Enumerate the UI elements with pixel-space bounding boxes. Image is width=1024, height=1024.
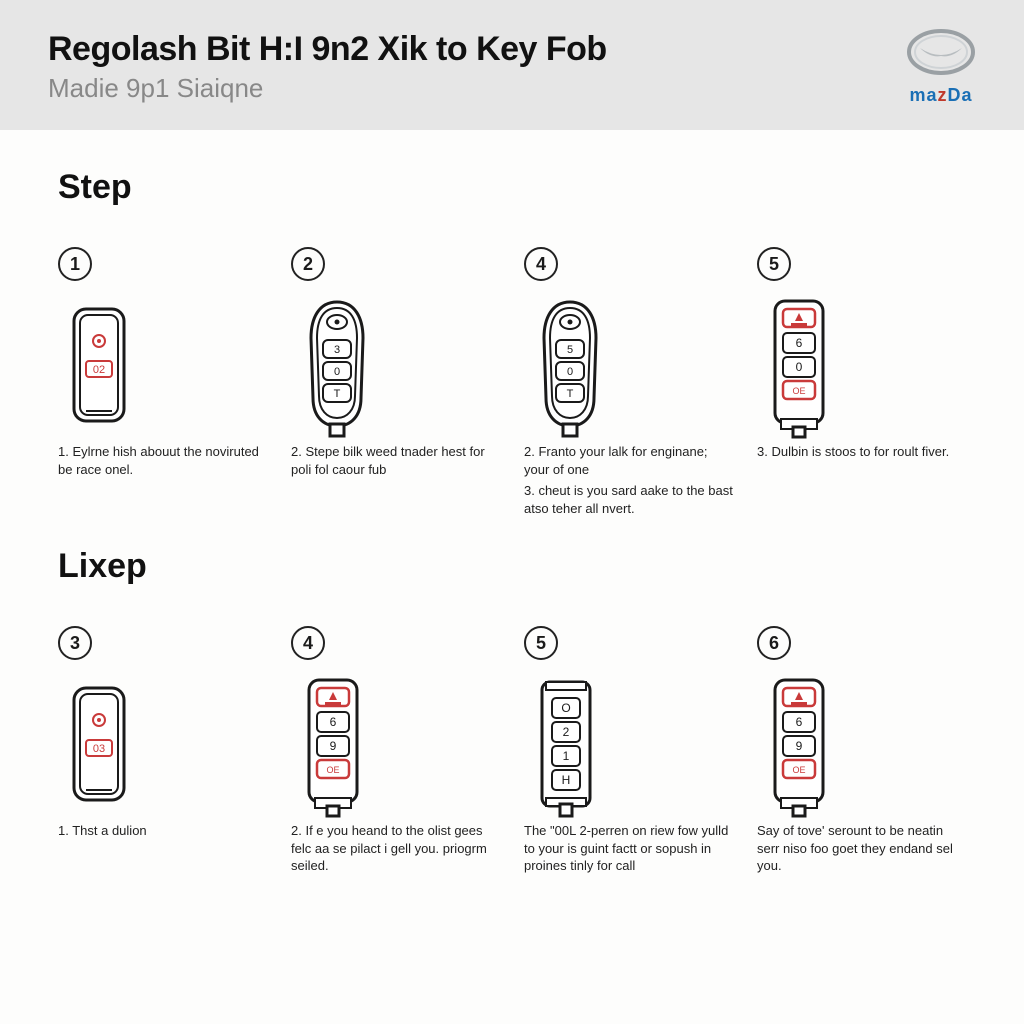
keyfob-icon: 03 [58,672,267,822]
svg-text:5: 5 [567,344,573,356]
svg-text:0: 0 [567,366,573,378]
svg-text:9: 9 [330,739,337,753]
brand-logo: mazDa [906,28,976,106]
step-cell: 5 O 2 1 H The "00L 2-perren on riew fow … [524,626,733,879]
svg-text:1: 1 [563,749,570,763]
brand-wordmark: mazDa [906,85,976,106]
keyfob-icon: 6 9 OE [291,672,500,822]
svg-text:T: T [567,388,574,400]
page-subtitle: Madie 9p1 Siaiqne [48,73,906,104]
content: Step 1 02 1. Eylrne hish abouut the novi… [0,130,1024,879]
svg-text:OE: OE [792,765,805,775]
header: Regolash Bit H:I 9n2 Xik to Key Fob Madi… [0,0,1024,130]
step-caption: 1. Eylrne hish abouut the noviruted be r… [58,443,267,478]
svg-text:O: O [561,701,570,715]
page-title: Regolash Bit H:I 9n2 Xik to Key Fob [48,30,906,69]
step-badge: 1 [58,247,92,281]
mazda-wing-icon [906,28,976,76]
svg-text:03: 03 [93,743,105,755]
step-caption: 2. Stepe bilk weed tnader hest for poli … [291,443,500,478]
step-caption: 2. If e you heand to the olist gees felc… [291,822,500,875]
step-cell: 4 6 9 OE 2. If e you heand to the olist … [291,626,500,879]
svg-text:2: 2 [563,725,570,739]
step-badge: 4 [291,626,325,660]
svg-text:6: 6 [330,715,337,729]
step-caption: 3. Dulbin is stoos to for roult fiver. [757,443,966,461]
svg-text:T: T [334,388,341,400]
header-text: Regolash Bit H:I 9n2 Xik to Key Fob Madi… [48,30,906,104]
section-heading-step: Step [58,168,966,207]
step-badge: 5 [524,626,558,660]
step-row-1: 1 02 1. Eylrne hish abouut the noviruted… [58,247,966,521]
step-cell: 2 3 0 T 2. Stepe bilk weed tnader hest f… [291,247,500,521]
step-badge: 4 [524,247,558,281]
step-cell: 5 6 0 OE 3. Dulbin is stoos to for roult… [757,247,966,521]
svg-text:9: 9 [796,739,803,753]
step-badge: 5 [757,247,791,281]
step-row-2: 3 03 1. Thst a dulion 4 6 9 OE [58,626,966,879]
svg-text:6: 6 [796,715,803,729]
svg-text:0: 0 [796,360,803,374]
svg-text:OE: OE [792,386,805,396]
keyfob-icon: 02 [58,293,267,443]
svg-text:H: H [562,773,571,787]
step-cell: 3 03 1. Thst a dulion [58,626,267,879]
step-badge: 3 [58,626,92,660]
keyfob-icon: 6 0 OE [757,293,966,443]
step-cell: 1 02 1. Eylrne hish abouut the noviruted… [58,247,267,521]
step-badge: 6 [757,626,791,660]
svg-text:0: 0 [334,366,340,378]
step-caption: Say of tove' serount to be neatin serr n… [757,822,966,875]
step-caption: 2. Franto your lalk for enginane; your o… [524,443,733,517]
svg-text:OE: OE [326,765,339,775]
keyfob-icon: 5 0 T [524,293,733,443]
svg-text:6: 6 [796,336,803,350]
section-heading-lixep: Lixep [58,547,966,586]
step-caption: 1. Thst a dulion [58,822,267,840]
step-cell: 4 5 0 T 2. Franto your lalk for enginane… [524,247,733,521]
keyfob-icon: 6 9 OE [757,672,966,822]
step-cell: 6 6 9 OE Say of tove' serount to be neat… [757,626,966,879]
svg-text:02: 02 [93,364,105,376]
step-badge: 2 [291,247,325,281]
keyfob-icon: O 2 1 H [524,672,733,822]
step-caption: The "00L 2-perren on riew fow yulld to y… [524,822,733,875]
keyfob-icon: 3 0 T [291,293,500,443]
svg-text:3: 3 [334,344,340,356]
